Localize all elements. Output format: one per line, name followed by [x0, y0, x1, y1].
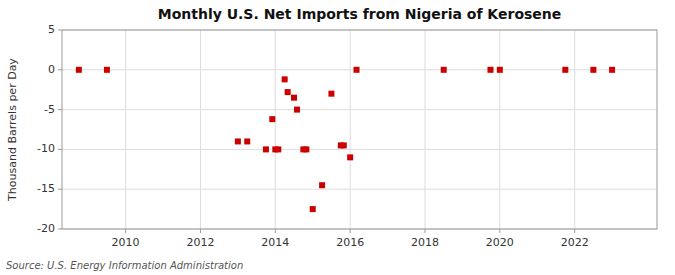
x-grid-line: [275, 30, 276, 229]
y-tick-label: 5: [48, 23, 55, 36]
y-grid-line: [62, 109, 657, 110]
point: [76, 67, 82, 73]
y-grid-line: [62, 149, 657, 150]
y-tick: [58, 189, 62, 190]
point: [294, 107, 300, 113]
x-tick-label: 2022: [561, 236, 589, 249]
x-tick: [275, 229, 276, 233]
x-grid-line: [200, 30, 201, 229]
point: [441, 67, 447, 73]
y-tick-label: -10: [37, 142, 55, 155]
y-tick: [58, 149, 62, 150]
x-tick-label: 2020: [486, 236, 514, 249]
x-tick-label: 2016: [336, 236, 364, 249]
point: [347, 154, 353, 160]
point: [104, 67, 110, 73]
point: [341, 142, 347, 148]
y-axis-label: Thousand Barrels per Day: [6, 58, 19, 202]
point: [291, 95, 297, 101]
x-tick-label: 2014: [261, 236, 289, 249]
x-tick: [200, 229, 201, 233]
x-tick: [499, 229, 500, 233]
chart: -20 -15 -10 -5 0 5 2010 2012 2014 2016 2018 2020 202…: [0, 0, 675, 275]
point: [609, 67, 615, 73]
point: [263, 146, 269, 152]
x-tick-label: 2012: [186, 236, 214, 249]
y-tick-label: -15: [37, 182, 55, 195]
point: [269, 116, 275, 122]
point: [562, 67, 568, 73]
title: Monthly U.S. Net Imports from Nigeria of…: [158, 6, 562, 22]
x-grid-line: [424, 30, 425, 229]
x-grid-line: [499, 30, 500, 229]
x-tick-label: 2018: [411, 236, 439, 249]
point: [354, 67, 360, 73]
y-tick: [58, 109, 62, 110]
point: [497, 67, 503, 73]
point: [319, 182, 325, 188]
x-tick: [125, 229, 126, 233]
grid: [62, 30, 657, 229]
source: Source: U.S. Energy Information Administ…: [6, 260, 243, 271]
x-tick-label: 2010: [112, 236, 140, 249]
plot-frame: [62, 30, 657, 229]
x-grid-line: [125, 30, 126, 229]
y-grid-line: [62, 189, 657, 190]
point: [285, 89, 291, 95]
y-tick-label: -5: [44, 103, 55, 116]
point: [328, 91, 334, 97]
point: [235, 138, 241, 144]
x-grid-line: [350, 30, 351, 229]
point: [244, 138, 250, 144]
y-tick-label: 0: [48, 63, 55, 76]
point: [282, 76, 288, 82]
x-tick: [350, 229, 351, 233]
point: [310, 206, 316, 212]
point: [590, 67, 596, 73]
points: [76, 67, 615, 212]
plot-area: [62, 30, 657, 229]
y-tick: [58, 69, 62, 70]
y-tick: [58, 229, 62, 230]
point: [303, 146, 309, 152]
point: [487, 67, 493, 73]
tick-labels: -20 -15 -10 -5 0 5 2010 2012 2014 2016 2018 2020 202…: [37, 23, 589, 249]
point: [275, 146, 281, 152]
x-grid-line: [574, 30, 575, 229]
x-tick: [574, 229, 575, 233]
x-tick: [424, 229, 425, 233]
y-tick-label: -20: [37, 222, 55, 235]
y-tick: [58, 30, 62, 31]
